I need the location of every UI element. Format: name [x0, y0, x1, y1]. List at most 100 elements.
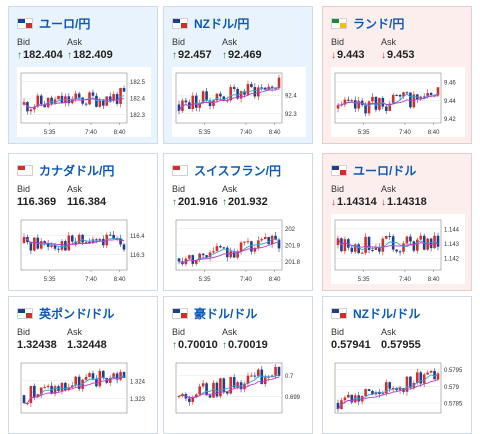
long-ma-line	[23, 236, 125, 246]
bid-value: 116.369	[17, 196, 56, 208]
candle-body	[184, 100, 188, 103]
candle-body	[29, 242, 33, 251]
trend-arrow-icon: ↓	[381, 197, 386, 208]
rate-card[interactable]: カナダドル/円 Bid Ask 116.369 116.384 116.4 116.3 5:3…	[8, 153, 158, 291]
candle-body	[371, 96, 374, 102]
candle-body	[201, 91, 205, 103]
currency-flag-icon	[17, 17, 33, 29]
candle-body	[29, 385, 33, 404]
candle-body	[384, 106, 388, 111]
candle-body	[374, 247, 378, 250]
candle-body	[277, 77, 281, 88]
rate-card[interactable]: 豪ドル/ドル Bid Ask ↑0.70010 ↑0.70019 0.7 0.699	[163, 296, 313, 434]
candle-body	[412, 241, 416, 251]
candle-body	[77, 376, 81, 389]
pair-name[interactable]: スイスフラン/円	[194, 163, 281, 178]
price-chart[interactable]: 9.46 9.44 9.42 5:35 7:40 8:40	[331, 67, 465, 137]
price-chart-svg: 1.324 1.323	[20, 362, 146, 414]
ask-value: ↑201.932	[222, 196, 268, 208]
pair-name[interactable]: カナダドル/円	[39, 163, 115, 178]
candle-body	[91, 373, 95, 379]
candle-body	[243, 383, 246, 390]
candles	[177, 231, 281, 267]
ask-value: 116.384	[67, 196, 106, 208]
candle-body	[222, 378, 226, 392]
candle-body	[115, 373, 119, 380]
candle-body	[239, 242, 243, 252]
candle-body	[222, 247, 226, 249]
y-tick-label: 116.3	[130, 253, 145, 259]
candle-body	[402, 243, 405, 252]
candle-body	[267, 376, 270, 378]
x-tick-label: 8:40	[428, 130, 440, 136]
candle-body	[198, 386, 201, 395]
candle-body	[191, 95, 195, 109]
rate-card[interactable]: スイスフラン/円 Bid Ask ↑201.916 ↑201.932 202 201.9 20…	[163, 153, 313, 291]
price-chart[interactable]: 1.324 1.323	[17, 357, 151, 427]
candle-body	[429, 370, 433, 373]
bid-label: Bid	[17, 184, 31, 194]
long-ma-line	[23, 97, 125, 109]
candle-body	[188, 398, 191, 402]
price-chart[interactable]: 116.4 116.3 5:35 7:40 8:40	[17, 214, 151, 284]
x-tick-label: 7:40	[85, 130, 97, 136]
rate-card[interactable]: ユーロ/ドル Bid Ask ↓1.14314 ↓1.14318 1.144 1.143 1.…	[322, 153, 472, 291]
pair-name[interactable]: ユーロ/ドル	[353, 163, 417, 178]
pair-name[interactable]: 英ポンド/ドル	[39, 306, 115, 321]
bid-label: Bid	[331, 184, 345, 194]
candle-body	[225, 391, 229, 394]
ask-label: Ask	[222, 37, 238, 47]
candle-body	[360, 252, 364, 254]
bid-price: 201.916	[178, 196, 218, 208]
price-chart[interactable]: 202 201.9 201.8 5:35 7:40 8:40	[172, 214, 306, 284]
candle-body	[357, 100, 360, 109]
candle-body	[270, 375, 274, 377]
candle-body	[426, 372, 429, 375]
bid-value: ↓1.14314	[331, 196, 377, 208]
candle-body	[357, 244, 360, 253]
candle-body	[343, 99, 347, 105]
candle-body	[384, 235, 388, 239]
candle-body	[364, 104, 367, 114]
pair-name[interactable]: NZドル/円	[194, 16, 250, 31]
price-chart[interactable]: 0.7 0.699	[172, 357, 306, 427]
rate-card[interactable]: ユーロ/円 Bid Ask ↑182.404 ↑182.409 182.5 182.4 182…	[8, 6, 158, 144]
candle-body	[433, 370, 436, 380]
candle-body	[371, 249, 374, 251]
candle-body	[426, 93, 429, 97]
candle-body	[350, 100, 354, 102]
rate-card[interactable]: NZドル/円 Bid Ask ↑92.457 ↑92.469 92.4 92.3 5:35 7:…	[163, 6, 313, 144]
candle-body	[236, 251, 239, 258]
pair-name[interactable]: 豪ドル/ドル	[194, 306, 258, 321]
candle-body	[60, 241, 64, 250]
bid-price: 0.57941	[331, 339, 371, 351]
price-chart[interactable]: 1.144 1.143 1.142 5:35 7:40 8:40	[331, 214, 465, 284]
pair-name[interactable]: ユーロ/円	[39, 16, 91, 31]
ask-price: 9.453	[387, 49, 415, 61]
x-tick-label: 8:40	[428, 277, 440, 283]
candle-body	[243, 241, 246, 243]
candle-body	[436, 87, 440, 96]
pair-name[interactable]: NZドル/ドル	[353, 306, 421, 321]
ask-label: Ask	[381, 184, 397, 194]
candle-body	[43, 241, 46, 244]
y-tick-label: 1.324	[130, 379, 146, 385]
bid-price: 0.70010	[178, 339, 218, 351]
pair-name[interactable]: ランド/円	[353, 16, 405, 31]
candle-body	[81, 97, 84, 104]
price-chart[interactable]: 0.5795 0.579 0.5785	[331, 357, 465, 427]
price-chart-svg: 1.144 1.143 1.142 5:35 7:40 8:40	[334, 219, 460, 283]
x-tick-label: 5:35	[44, 277, 56, 283]
candle-body	[191, 255, 195, 264]
price-chart[interactable]: 92.4 92.3 5:35 7:40 8:40	[172, 67, 306, 137]
candle-body	[74, 376, 78, 386]
rate-card[interactable]: NZドル/ドル Bid Ask 0.57941 0.57955 0.5795 0.579 0.…	[322, 296, 472, 434]
rate-card[interactable]: 英ポンド/ドル Bid Ask 1.32438 1.32448 1.324 1.323	[8, 296, 158, 434]
candle-body	[239, 91, 243, 99]
price-chart[interactable]: 182.5 182.4 182.3 5:35 7:40 8:40	[17, 67, 151, 137]
candle-body	[260, 87, 264, 89]
price-chart-svg: 182.5 182.4 182.3 5:35 7:40 8:40	[20, 72, 146, 136]
bid-label: Bid	[17, 327, 31, 337]
candle-body	[64, 382, 67, 391]
rate-card[interactable]: ランド/円 Bid Ask ↓9.443 ↓9.453 9.46 9.44 9.42 5:35 7…	[322, 6, 472, 144]
